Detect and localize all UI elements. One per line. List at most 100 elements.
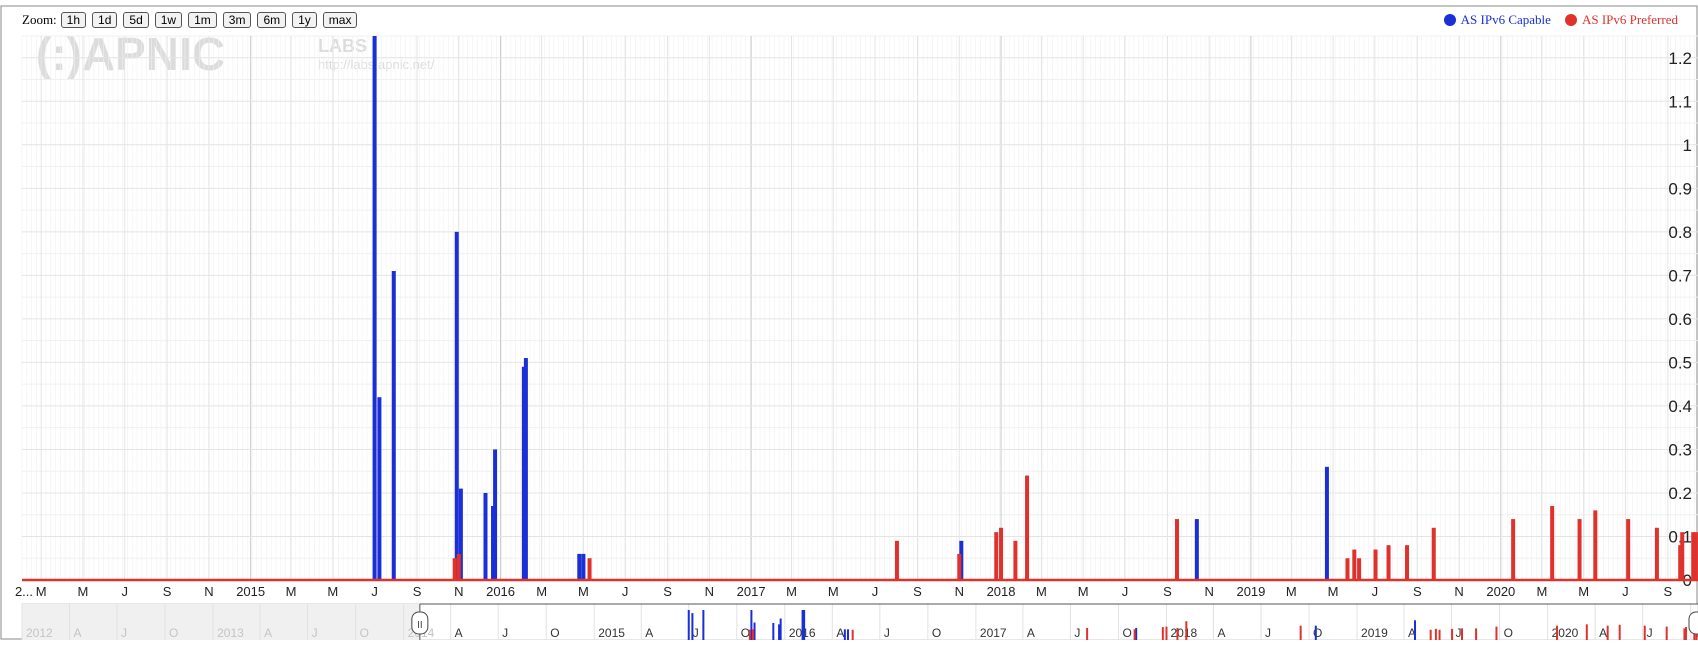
- x-tick-label: J: [1122, 584, 1129, 599]
- bar-preferred: [1025, 475, 1030, 580]
- zoom-3m-button[interactable]: 3m: [222, 12, 252, 28]
- navigator-label: J: [312, 626, 318, 640]
- navigator-label: J: [121, 626, 127, 640]
- zoom-5d-button[interactable]: 5d: [123, 12, 149, 28]
- navigator-bar-capable: [803, 610, 806, 640]
- y-tick-label: 0.8: [1668, 223, 1692, 242]
- navigator-bar-capable: [778, 624, 781, 640]
- legend-item-preferred[interactable]: AS IPv6 Preferred: [1564, 12, 1678, 28]
- navigator-label: 2017: [980, 626, 1007, 640]
- bar-preferred: [894, 540, 899, 580]
- legend-label-preferred: AS IPv6 Preferred: [1581, 12, 1678, 27]
- navigator-bar-preferred: [1475, 628, 1478, 640]
- x-tick-label: M: [1036, 584, 1047, 599]
- zoom-6m-button[interactable]: 6m: [257, 12, 287, 28]
- navigator-bar-preferred: [748, 629, 751, 640]
- navigator-bar-preferred: [1176, 627, 1179, 640]
- y-tick-label: 0.6: [1668, 310, 1692, 329]
- legend-item-capable[interactable]: AS IPv6 Capable: [1443, 12, 1551, 28]
- y-tick-label: 1.2: [1668, 49, 1692, 68]
- navigator-mask: [22, 604, 420, 640]
- zoom-1m-button[interactable]: 1m: [188, 12, 217, 28]
- legend-swatch-capable-icon: [1443, 14, 1456, 26]
- navigator-label: O: [932, 626, 941, 640]
- zoom-1w-button[interactable]: 1w: [154, 12, 183, 28]
- navigator-label: 2013: [217, 626, 244, 640]
- navigator-label: A: [1027, 626, 1035, 640]
- navigator-label: O: [169, 626, 178, 640]
- bar-preferred: [1511, 519, 1516, 580]
- bar-preferred: [1405, 545, 1410, 580]
- x-tick-label: J: [371, 584, 378, 599]
- navigator-label: A: [264, 626, 272, 640]
- x-tick-label: N: [454, 584, 463, 599]
- navigator-label: A: [74, 626, 82, 640]
- legend-swatch-preferred-icon: [1564, 14, 1577, 26]
- x-tick-label: N: [204, 584, 213, 599]
- x-tick-label: 2017: [737, 584, 766, 599]
- x-tick-label: J: [1622, 584, 1629, 599]
- legend-label-capable: AS IPv6 Capable: [1460, 12, 1551, 27]
- x-tick-label: S: [1664, 584, 1673, 599]
- navigator-label: O: [550, 626, 559, 640]
- navigator-label: J: [1074, 626, 1080, 640]
- navigator-right-handle[interactable]: [1688, 611, 1698, 635]
- navigator-bar-preferred: [1434, 628, 1437, 640]
- navigator-label: O: [1313, 626, 1322, 640]
- bar-preferred: [1357, 558, 1362, 580]
- y-tick-label: 0.7: [1668, 266, 1692, 285]
- x-tick-label: M: [1578, 584, 1589, 599]
- zoom-max-button[interactable]: max: [322, 12, 358, 28]
- navigator-bar-preferred: [1429, 629, 1432, 640]
- x-tick-label: N: [955, 584, 964, 599]
- x-tick-label: 2018: [987, 584, 1016, 599]
- navigator-left-handle-label: II: [417, 620, 423, 631]
- bar-capable: [581, 553, 586, 580]
- navigator-bar-preferred: [1665, 626, 1668, 640]
- bar-preferred: [1352, 549, 1357, 580]
- bar-preferred: [1431, 527, 1436, 580]
- x-tick-label: J: [1372, 584, 1379, 599]
- bar-preferred: [1174, 519, 1179, 580]
- navigator-bar-preferred: [1185, 621, 1188, 640]
- bar-preferred: [456, 553, 461, 580]
- zoom-1h-button[interactable]: 1h: [60, 12, 87, 28]
- bar-capable: [377, 397, 382, 580]
- x-tick-label: S: [1413, 584, 1422, 599]
- navigator-bar-capable: [1135, 627, 1138, 640]
- navigator-bar-preferred: [1556, 625, 1559, 640]
- zoom-1d-button[interactable]: 1d: [92, 12, 118, 28]
- navigator-label: 2019: [1361, 626, 1388, 640]
- y-tick-label: 0.4: [1668, 397, 1692, 416]
- navigator-label: A: [645, 626, 653, 640]
- bar-capable: [372, 36, 377, 580]
- bar-preferred: [999, 527, 1004, 580]
- bar-preferred: [587, 558, 592, 580]
- bar-preferred: [1373, 549, 1378, 580]
- navigator-bar-capable: [753, 622, 756, 640]
- y-tick-label: 0.1: [1668, 527, 1692, 546]
- bar-preferred: [1680, 532, 1685, 580]
- navigator-left-handle[interactable]: [411, 611, 429, 635]
- x-tick-label: M: [1536, 584, 1547, 599]
- bar-capable: [1194, 519, 1199, 580]
- navigator-label: J: [1647, 626, 1653, 640]
- navigator-bar-capable: [846, 629, 849, 640]
- navigator-label: A: [455, 626, 463, 640]
- watermark-logo: (:)APNIC: [36, 28, 225, 80]
- bar-capable: [391, 271, 396, 580]
- navigator-label: 2015: [598, 626, 625, 640]
- x-tick-label: M: [78, 584, 89, 599]
- navigator-bar-preferred: [1684, 627, 1687, 640]
- navigator-bar-preferred: [1086, 627, 1089, 640]
- x-tick-label: N: [705, 584, 714, 599]
- y-tick-label: 0.3: [1668, 440, 1692, 459]
- x-tick-label: M: [1078, 584, 1089, 599]
- bar-preferred: [1678, 545, 1683, 580]
- zoom-bar: Zoom: 1h 1d 5d 1w 1m 3m 6m 1y max: [22, 12, 363, 28]
- zoom-1y-button[interactable]: 1y: [292, 12, 317, 28]
- navigator-bar-capable: [779, 618, 782, 640]
- x-tick-label: 2015: [236, 584, 265, 599]
- navigator-label: A: [1408, 626, 1416, 640]
